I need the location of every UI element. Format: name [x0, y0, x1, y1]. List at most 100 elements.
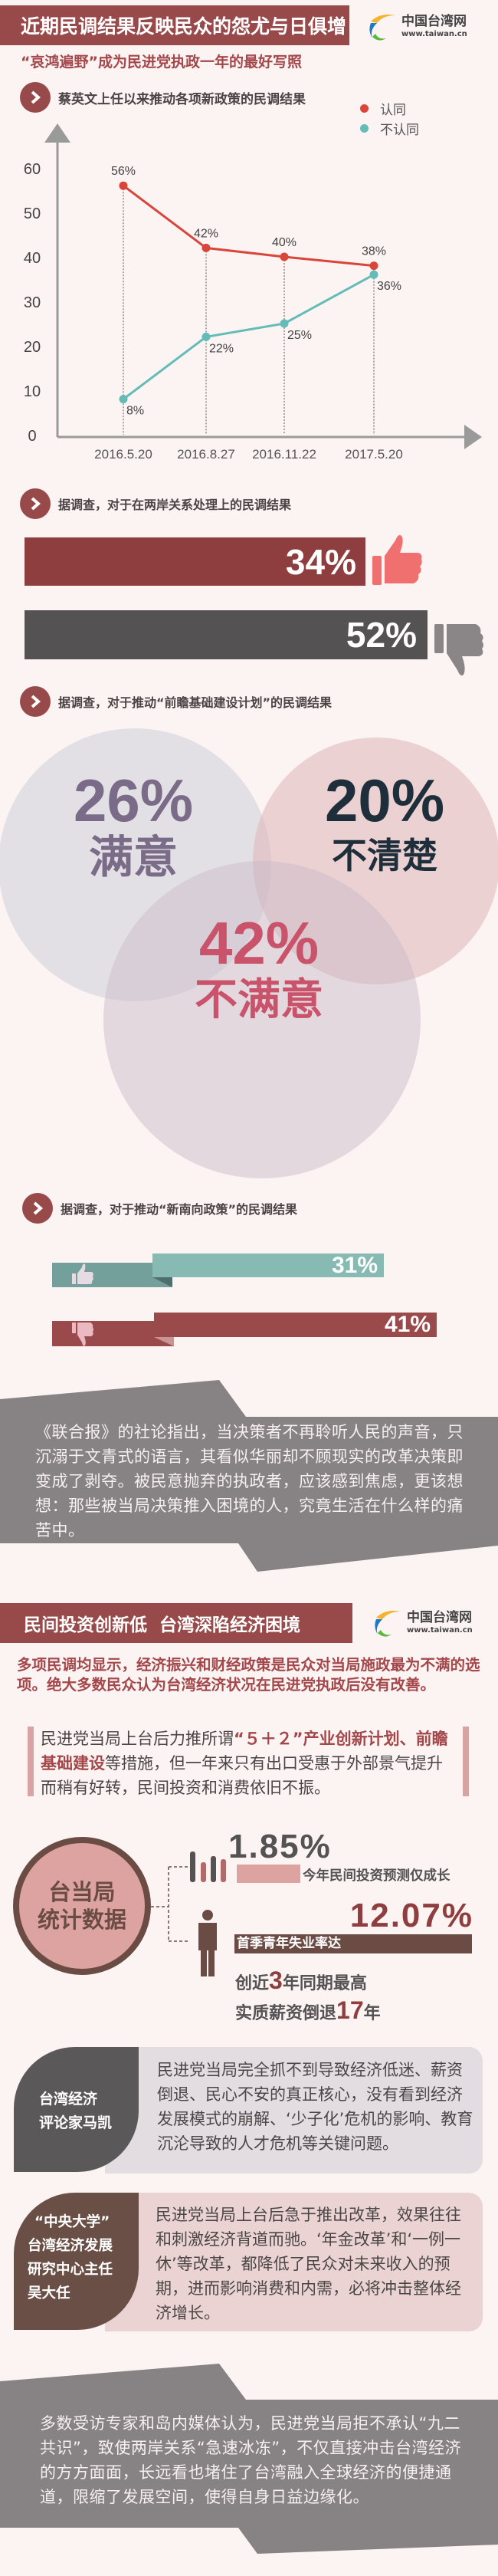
data-label: 56% [111, 165, 136, 178]
legend-label: 认同 [380, 102, 406, 118]
data-point [369, 270, 378, 279]
quote-bar-right [463, 1727, 469, 1796]
venn-circle-unclear [253, 738, 498, 984]
logo-url: www.taiwan.cn [401, 30, 467, 38]
x-axis-arrow [464, 425, 482, 449]
quote-bar-left [28, 1727, 34, 1796]
section2-title: 民间投资创新低 台湾深陷经济困境 [0, 1603, 352, 1643]
stat-text: 实质薪资倒退 [235, 2004, 337, 2023]
section2-title-text: 民间投资创新低 台湾深陷经济困境 [24, 1615, 301, 1635]
y-tick-label: 30 [24, 294, 41, 311]
quote-highlight: “５＋２”产业创新计划、前瞻基础建设 [41, 1730, 448, 1773]
x-tick-label: 2016.8.27 [177, 447, 235, 462]
data-point [119, 395, 128, 404]
editorial-text: 《联合报》的社论指出，当决策者不再聆听人民的声音，只沉溺于文青式的语言，其看似华… [35, 1423, 464, 1539]
legend-dot-red [360, 104, 369, 113]
satisfied-label: 满意 [88, 831, 178, 883]
data-point [201, 243, 211, 252]
logo-url: www.taiwan.cn [407, 1626, 473, 1635]
legend-item-disapprove: 不认同 [360, 118, 419, 138]
section1-title-text: 近期民调结果反映民众的怨尤与日俱增 [21, 15, 347, 38]
stat-number: 17 [336, 1996, 364, 2024]
chart-section-header: 蔡英文上任以来推动各项新政策的民调结果 [20, 82, 306, 113]
y-tick-label: 60 [24, 161, 41, 178]
approve-value: 34% [285, 541, 356, 582]
stat-text: 年同期最高 [282, 1974, 367, 1993]
taiwan-cn-logo: 中国台湾网 www.taiwan.cn [366, 11, 467, 43]
dashed-connector [151, 1866, 188, 1942]
expert-quote-text: 民进党当局上台后急于推出改革，效果往往和刺激经济背道而驰。‘年金改革’和‘一例一… [156, 2206, 461, 2322]
southbound-approve-bar: 31% [152, 1252, 384, 1278]
unemployment-value: 12.07% [349, 1897, 473, 1934]
ribbon-fold [152, 1277, 172, 1287]
data-point [280, 319, 289, 328]
data-point [280, 252, 289, 261]
section1-subtitle: “哀鸿遍野”成为民进党执政一年的最好写照 [21, 54, 302, 71]
unemployment-label-bar: 首季青年失业率达 [234, 1934, 472, 1953]
ribbon-fold [154, 1337, 174, 1346]
data-label: 42% [194, 227, 218, 240]
dissatisfied-label: 不满意 [195, 975, 323, 1025]
section2-intro: 多项民调均显示，经济振兴和财经政策是民众对当局施政最为不满的选项。绝大多数民众认… [17, 1656, 480, 1694]
legend-dot-teal [360, 123, 369, 133]
data-point [119, 181, 128, 190]
data-point [201, 332, 211, 341]
data-label: 22% [209, 342, 234, 355]
venn-dissatisfied: 42% 不满意 [167, 913, 351, 1022]
series-line-disapprove [123, 273, 375, 400]
thumbs-up-icon [72, 1263, 93, 1284]
chevron-right-icon [20, 82, 51, 113]
disapprove-bar: 52% [25, 610, 428, 659]
cross-strait-header: 据调查，对于在两岸关系处理上的民调结果 [20, 488, 291, 519]
x-tick-label: 2017.5.20 [345, 447, 403, 462]
venn-circle-satisfied [0, 728, 271, 1001]
venn-satisfied: 26% 满意 [57, 770, 210, 879]
expert-name-line: 吴大任 [28, 2285, 70, 2302]
expert-name-line: “中央大学” [34, 2214, 110, 2230]
stat-line-3: 创近3年同期最高 [235, 1967, 367, 1995]
expert-name-line: 评论家马凯 [39, 2114, 113, 2131]
approve-bar: 34% [25, 537, 365, 586]
section1-title: 近期民调结果反映民众的怨尤与日俱增 [0, 5, 349, 45]
data-label: 38% [362, 245, 386, 258]
stat-number: 3 [269, 1967, 283, 1994]
logo-name: 中国台湾网 [401, 14, 467, 29]
data-label: 40% [272, 236, 297, 249]
disapprove-value: 52% [346, 615, 417, 655]
cross-strait-header-text: 据调查，对于在两岸关系处理上的民调结果 [58, 498, 292, 512]
thumbs-up-icon [372, 534, 422, 585]
chart-legend: 认同 不认同 [360, 98, 419, 138]
x-tick-label: 2016.5.20 [94, 447, 152, 462]
chevron-right-icon [20, 488, 51, 519]
chevron-right-icon [20, 686, 51, 717]
satisfied-value: 26% [73, 767, 194, 834]
series-line-approve [123, 185, 375, 268]
quote-part: 等措施，但一年来只有出口受惠于外部景气提升而稍有好转，民间投资和消费依旧不振。 [41, 1754, 443, 1797]
quote-text: 民进党当局上台后力推所谓“５＋２”产业创新计划、前瞻基础建设等措施，但一年来只有… [41, 1727, 458, 1800]
logo-name: 中国台湾网 [407, 1610, 472, 1625]
quote-part: 民进党当局上台后力推所谓 [41, 1730, 234, 1748]
unclear-label: 不清楚 [332, 835, 437, 876]
data-label: 25% [287, 329, 312, 342]
x-tick-label: 2016.11.22 [252, 447, 316, 462]
southbound-disapprove-value: 41% [384, 1312, 431, 1337]
expert-quote-2: 民进党当局上台后急于推出改革，效果往往和刺激经济背道而驰。‘年金改革’和‘一例一… [105, 2193, 483, 2331]
southbound-disapprove-bar: 41% [154, 1312, 437, 1337]
person-icon [198, 1910, 217, 1976]
infrastructure-header-text: 据调查，对于推动“前瞻基础建设计划”的民调结果 [58, 695, 333, 710]
line-chart: 0 10 20 30 40 50 60 2016.5.20 2016.8.27 2016.11.2… [24, 123, 482, 462]
bar-chart-icon [190, 1852, 226, 1882]
venn-unclear: 20% 不清楚 [308, 770, 461, 873]
y-tick-label: 40 [24, 250, 41, 267]
y-tick-label: 10 [24, 383, 41, 400]
investment-value: 1.85% [228, 1828, 332, 1865]
chart-header-text: 蔡英文上任以来推动各项新政策的民调结果 [58, 91, 306, 107]
thumbs-down-icon [72, 1322, 93, 1346]
southbound-approve-value: 31% [331, 1252, 378, 1278]
data-label: 36% [377, 280, 401, 293]
unclear-value: 20% [324, 767, 445, 834]
venn-circle-dissatisfied [103, 861, 421, 1178]
expert-name-1: 台湾经济 评论家马凯 [14, 2047, 139, 2172]
y-tick-label: 50 [24, 205, 41, 222]
expert-quote-1: 民进党当局完全抓不到导致经济低迷、薪资倒退、民心不安的真正核心，没有看到经济发展… [105, 2047, 483, 2174]
